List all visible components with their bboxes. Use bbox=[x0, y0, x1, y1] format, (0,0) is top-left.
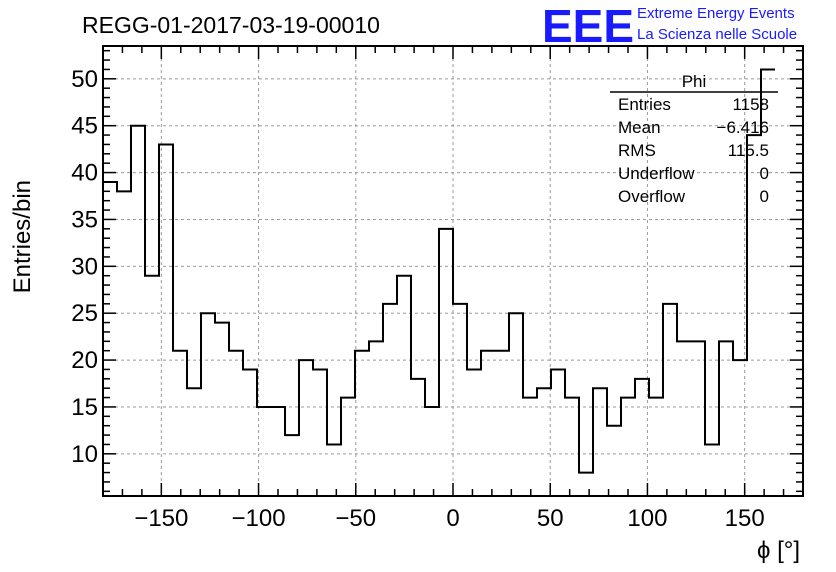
y-tick-labels: 10 15 20 25 30 35 40 45 50 bbox=[71, 66, 98, 468]
stats-row-value: −6.416 bbox=[717, 118, 769, 137]
y-tick-label: 15 bbox=[71, 394, 98, 421]
x-tick-label: −150 bbox=[134, 505, 188, 532]
eee-logo-line1: Extreme Energy Events bbox=[637, 5, 795, 22]
y-tick-label: 40 bbox=[71, 160, 98, 187]
histogram-line bbox=[103, 68, 775, 474]
stats-row-value: 0 bbox=[760, 187, 769, 206]
y-tick-label: 30 bbox=[71, 253, 98, 280]
x-tick-label: 0 bbox=[446, 505, 459, 532]
y-tick-label: 35 bbox=[71, 206, 98, 233]
stats-row-label: Overflow bbox=[618, 187, 686, 206]
stats-box: Phi Entries 1158 Mean −6.416 RMS 115.5 Underfl… bbox=[610, 72, 778, 206]
stats-row-label: Underflow bbox=[618, 164, 695, 183]
y-tick-label: 25 bbox=[71, 300, 98, 327]
run-title: REGG-01-2017-03-19-00010 bbox=[82, 12, 380, 38]
axis-ticks bbox=[103, 46, 804, 496]
grid-lines bbox=[103, 46, 803, 496]
x-tick-label: 50 bbox=[537, 505, 564, 532]
stats-title: Phi bbox=[682, 72, 707, 91]
x-axis-label: ϕ [°] bbox=[757, 537, 800, 564]
stats-row-label: RMS bbox=[618, 141, 656, 160]
eee-logo: EEE Extreme Energy Events La Scienza nel… bbox=[542, 0, 797, 52]
stats-row-value: 115.5 bbox=[728, 141, 769, 160]
stats-rows: Entries 1158 Mean −6.416 RMS 115.5 Underflow 0 O… bbox=[618, 95, 769, 206]
x-tick-label: −100 bbox=[232, 505, 286, 532]
x-tick-label: 100 bbox=[627, 505, 667, 532]
x-tick-labels: −150 −100 −50 0 50 100 150 bbox=[134, 505, 764, 532]
x-tick-label: 150 bbox=[725, 505, 765, 532]
y-tick-label: 45 bbox=[71, 113, 98, 140]
y-tick-label: 50 bbox=[71, 66, 98, 93]
eee-logo-mark: EEE bbox=[542, 0, 634, 52]
x-tick-label: −50 bbox=[335, 505, 376, 532]
y-axis-label: Entries/bin bbox=[9, 180, 36, 293]
eee-logo-line2: La Scienza nelle Scuole bbox=[637, 26, 797, 43]
stats-row-value: 0 bbox=[760, 164, 769, 183]
stats-row-label: Entries bbox=[618, 95, 671, 114]
stats-row-label: Mean bbox=[618, 118, 661, 137]
stats-row-value: 1158 bbox=[732, 95, 769, 114]
y-tick-label: 10 bbox=[71, 441, 98, 468]
y-tick-label: 20 bbox=[71, 347, 98, 374]
